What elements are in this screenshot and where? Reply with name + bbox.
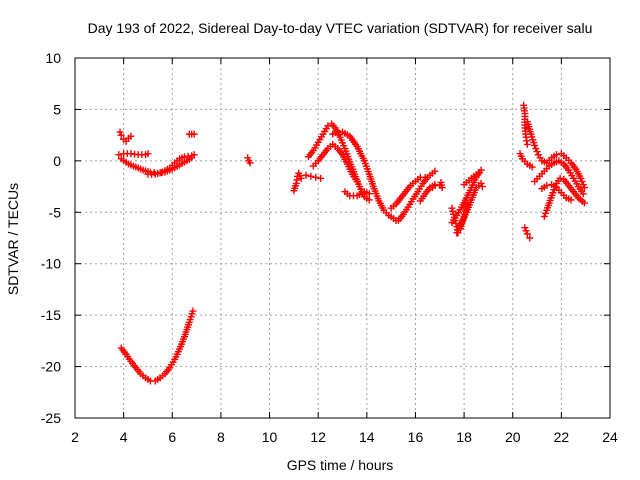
series-track-e [185, 130, 198, 138]
data-point [553, 151, 560, 159]
series-track-x [521, 224, 534, 242]
series-track-o [394, 167, 439, 225]
data-point [115, 151, 123, 159]
series-track-d [144, 151, 198, 178]
data-point [246, 159, 254, 167]
series-track-l [329, 127, 400, 225]
data-point [540, 212, 548, 220]
data-point [475, 169, 483, 177]
x-tick-labels: 2 4 6 8 10 12 14 16 18 20 22 24 [71, 429, 618, 445]
data-points [115, 101, 588, 385]
x-axis-label: GPS time / hours [287, 457, 394, 473]
y-tick-label: 10 [45, 50, 61, 66]
data-point [556, 174, 564, 182]
data-point [526, 234, 534, 242]
series-track-y [523, 118, 588, 192]
y-tick-label: -10 [41, 256, 61, 272]
data-point [533, 148, 541, 156]
data-point [579, 190, 587, 198]
data-point [190, 151, 198, 159]
data-point [448, 204, 456, 212]
data-point [531, 141, 539, 149]
data-point [532, 145, 540, 153]
series-track-f [117, 307, 197, 385]
data-point [580, 184, 588, 192]
data-point [523, 140, 531, 148]
grid [75, 58, 610, 418]
data-point [579, 181, 587, 189]
series-track-ac [538, 181, 575, 204]
x-tick-label: 16 [408, 429, 424, 445]
data-point [521, 224, 529, 232]
data-point [478, 183, 486, 191]
data-point [312, 173, 320, 181]
series-track-v [460, 169, 483, 189]
data-point [190, 130, 198, 138]
x-tick-label: 24 [602, 429, 618, 445]
data-point [302, 171, 310, 179]
data-point [549, 189, 557, 197]
data-point [365, 190, 373, 198]
data-point [297, 174, 305, 182]
series-track-b [115, 150, 152, 159]
series-track-m [341, 188, 373, 200]
x-tick-label: 4 [120, 429, 128, 445]
data-point [334, 127, 342, 135]
y-tick-label: -25 [41, 410, 61, 426]
data-point [144, 150, 152, 158]
data-point [116, 128, 124, 136]
data-point [523, 230, 531, 238]
y-tick-label: 5 [53, 101, 61, 117]
y-axis-label: SDTVAR / TECUs [5, 183, 21, 295]
y-tick-label: -15 [41, 307, 61, 323]
series-track-aa [531, 157, 587, 198]
data-point [244, 154, 252, 162]
x-tick-label: 14 [359, 429, 375, 445]
chart-title: Day 193 of 2022, Sidereal Day-to-day VTE… [88, 20, 593, 36]
y-tick-labels: 10 5 0 -5 -10 -15 -20 -25 [41, 50, 61, 426]
plot-frame [74, 57, 611, 419]
series-track-a [116, 128, 135, 145]
data-point [578, 177, 586, 185]
data-point [449, 207, 457, 215]
data-point [189, 307, 197, 315]
y-tick-label: -20 [41, 359, 61, 375]
data-point [567, 196, 575, 204]
data-point [353, 177, 361, 185]
data-point [365, 196, 373, 204]
series-track-r [436, 178, 446, 192]
series-track-g [244, 154, 254, 167]
x-tick-label: 20 [505, 429, 521, 445]
data-point [117, 131, 125, 139]
series-track-z [516, 150, 536, 171]
x-tick-label: 12 [310, 429, 326, 445]
y-tick-label: -5 [49, 204, 62, 220]
x-tick-label: 18 [456, 429, 472, 445]
data-point [307, 172, 315, 180]
data-point [477, 179, 485, 187]
data-point [127, 132, 135, 140]
data-point [317, 174, 325, 182]
data-point [438, 184, 446, 192]
data-point [542, 209, 550, 217]
series-track-k [309, 140, 361, 185]
x-tick-label: 6 [168, 429, 176, 445]
x-tick-label: 22 [554, 429, 570, 445]
data-point [528, 163, 536, 171]
series-track-h [290, 169, 305, 195]
x-tick-label: 2 [71, 429, 79, 445]
data-point [580, 199, 588, 207]
data-point [522, 227, 530, 235]
data-point [577, 174, 585, 182]
x-tick-label: 10 [262, 429, 278, 445]
series-track-w [520, 101, 531, 148]
data-point [431, 167, 439, 175]
x-tick-label: 8 [217, 429, 225, 445]
y-tick-label: 0 [53, 153, 61, 169]
series-track-i [302, 171, 325, 182]
series-track-u [453, 179, 486, 237]
data-point [543, 182, 551, 190]
axis-ticks [74, 57, 611, 419]
